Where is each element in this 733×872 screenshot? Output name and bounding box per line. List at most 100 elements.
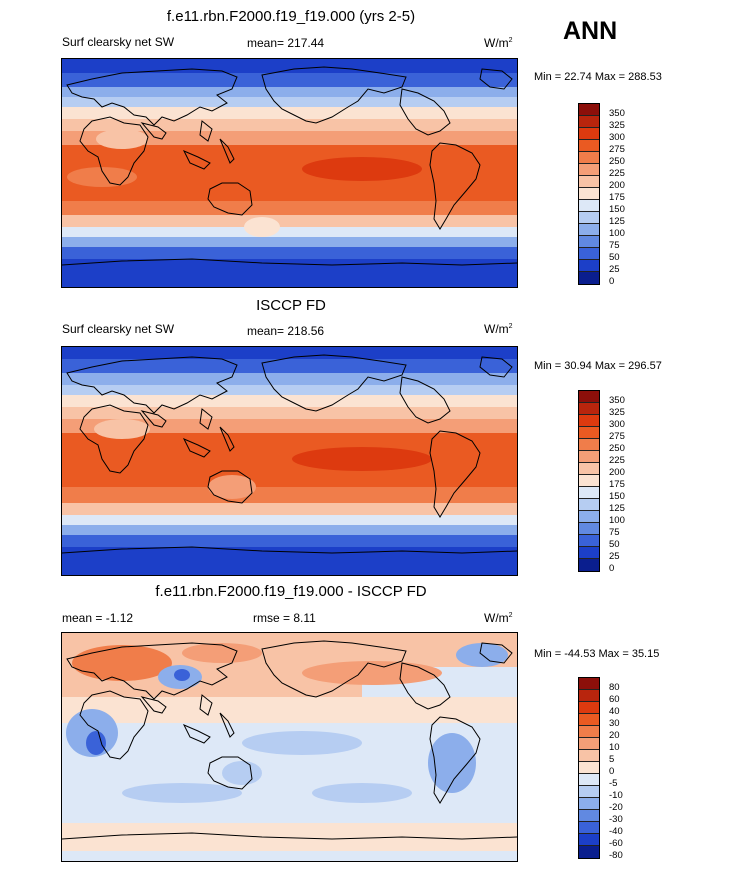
colorbar-swatch <box>579 559 599 571</box>
colorbar-label: 325 <box>609 407 625 418</box>
colorbar-swatch <box>579 726 599 738</box>
colorbar-swatch <box>579 451 599 463</box>
colorbar-swatch <box>579 523 599 535</box>
colorbar-label: -40 <box>609 826 623 837</box>
colorbar-swatch <box>579 248 599 260</box>
colorbar-swatch <box>579 116 599 128</box>
colorbar-label: -20 <box>609 802 623 813</box>
colorbar-swatch <box>579 164 599 176</box>
colorbar-swatch <box>579 224 599 236</box>
colorbar-swatch <box>579 750 599 762</box>
colorbar-swatch <box>579 535 599 547</box>
panel-1-colorbar <box>578 103 600 285</box>
colorbar-swatch <box>579 188 599 200</box>
colorbar-label: 75 <box>609 240 620 251</box>
colorbar-swatch <box>579 774 599 786</box>
panel-1-map <box>61 58 518 288</box>
colorbar-swatch <box>579 714 599 726</box>
colorbar-label: 350 <box>609 395 625 406</box>
colorbar-label: 200 <box>609 180 625 191</box>
colorbar-label: 40 <box>609 706 620 717</box>
colorbar-swatch <box>579 475 599 487</box>
panel-3-map <box>61 632 518 862</box>
colorbar-label: 300 <box>609 132 625 143</box>
colorbar-label: 150 <box>609 204 625 215</box>
colorbar-label: -80 <box>609 850 623 861</box>
colorbar-swatch <box>579 128 599 140</box>
panel-3-mean: mean = -1.12 <box>62 611 134 625</box>
colorbar-swatch <box>579 738 599 750</box>
colorbar-swatch <box>579 499 599 511</box>
colorbar-swatch <box>579 822 599 834</box>
colorbar-swatch <box>579 439 599 451</box>
colorbar-label: 25 <box>609 264 620 275</box>
panel-2-map <box>61 346 518 576</box>
colorbar-label: 325 <box>609 120 625 131</box>
panel-3-rmse: rmse = 8.11 <box>253 611 316 625</box>
colorbar-label: -30 <box>609 814 623 825</box>
panel-2-minmax: Min = 30.94 Max = 296.57 <box>534 360 662 372</box>
colorbar-label: 125 <box>609 216 625 227</box>
panel-3-colorbar <box>578 677 600 859</box>
panel-1-variable-label: Surf clearsky net SW <box>62 35 175 49</box>
panel-1-field <box>62 59 517 287</box>
colorbar-swatch <box>579 140 599 152</box>
colorbar-label: 125 <box>609 503 625 514</box>
colorbar-label: 0 <box>609 563 615 574</box>
panel-2-colorbar <box>578 390 600 572</box>
panel-1-title: f.e11.rbn.F2000.f19_f19.000 (yrs 2-5) <box>166 8 416 25</box>
colorbar-label: 0 <box>609 766 615 777</box>
panel-3-title: f.e11.rbn.F2000.f19_f19.000 - ISCCP FD <box>155 583 427 600</box>
panel-2-coastlines <box>62 354 517 554</box>
colorbar-swatch <box>579 403 599 415</box>
colorbar-label: 20 <box>609 730 620 741</box>
colorbar-label: 25 <box>609 551 620 562</box>
panel-1-units: W/m2 <box>484 36 513 50</box>
panel-2-title: ISCCP FD <box>256 297 326 314</box>
panel-1-minmax: Min = 22.74 Max = 288.53 <box>534 71 662 83</box>
colorbar-label: 50 <box>609 539 620 550</box>
panel-3-coastlines <box>62 640 517 840</box>
colorbar-label: 225 <box>609 455 625 466</box>
colorbar-label: 175 <box>609 192 625 203</box>
colorbar-swatch <box>579 798 599 810</box>
colorbar-swatch <box>579 547 599 559</box>
colorbar-label: 250 <box>609 156 625 167</box>
colorbar-label: 150 <box>609 491 625 502</box>
colorbar-label: -10 <box>609 790 623 801</box>
colorbar-swatch <box>579 200 599 212</box>
colorbar-label: 350 <box>609 108 625 119</box>
colorbar-swatch <box>579 511 599 523</box>
colorbar-swatch <box>579 236 599 248</box>
colorbar-swatch <box>579 104 599 116</box>
colorbar-swatch <box>579 690 599 702</box>
colorbar-label: 80 <box>609 682 620 693</box>
colorbar-swatch <box>579 786 599 798</box>
colorbar-label: 300 <box>609 419 625 430</box>
panel-1-mean: mean= 217.44 <box>247 36 325 50</box>
colorbar-label: 10 <box>609 742 620 753</box>
panel-1-coastlines <box>62 66 517 266</box>
colorbar-label: 250 <box>609 443 625 454</box>
colorbar-label: 0 <box>609 276 615 287</box>
colorbar-label: 225 <box>609 168 625 179</box>
colorbar-swatch <box>579 391 599 403</box>
panel-3-units: W/m2 <box>484 611 513 625</box>
colorbar-swatch <box>579 834 599 846</box>
colorbar-swatch <box>579 152 599 164</box>
colorbar-swatch <box>579 846 599 858</box>
colorbar-swatch <box>579 810 599 822</box>
colorbar-label: 100 <box>609 515 625 526</box>
colorbar-swatch <box>579 260 599 272</box>
colorbar-swatch <box>579 762 599 774</box>
colorbar-label: 275 <box>609 144 625 155</box>
colorbar-label: 60 <box>609 694 620 705</box>
colorbar-label: -5 <box>609 778 618 789</box>
colorbar-label: 5 <box>609 754 615 765</box>
colorbar-swatch <box>579 272 599 284</box>
colorbar-swatch <box>579 415 599 427</box>
colorbar-swatch <box>579 427 599 439</box>
panel-3-field <box>62 633 517 861</box>
colorbar-label: 175 <box>609 479 625 490</box>
colorbar-label: -60 <box>609 838 623 849</box>
